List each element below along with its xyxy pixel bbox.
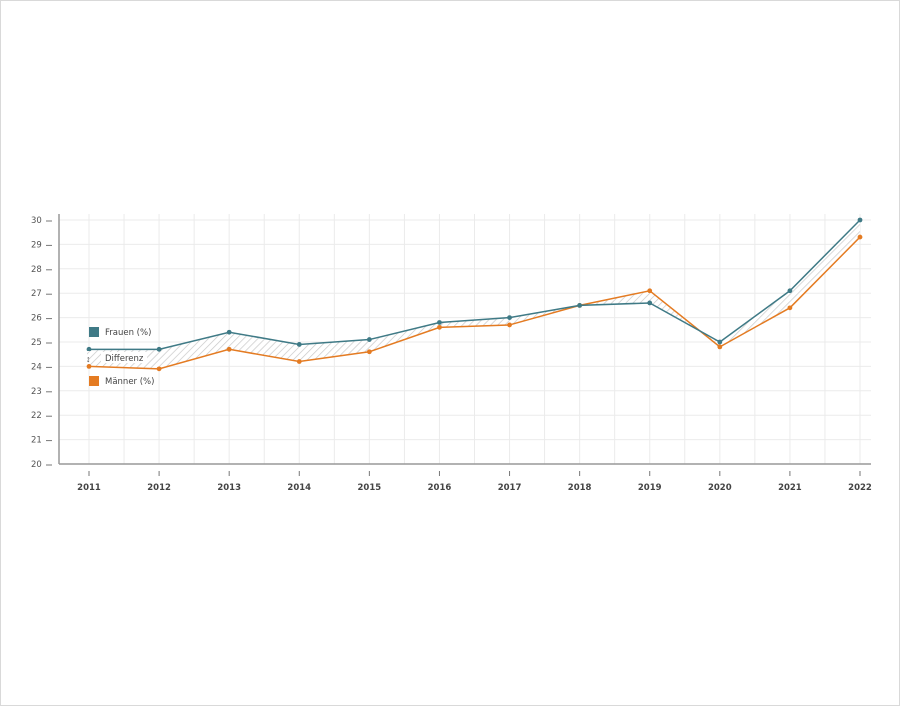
data-point[interactable] <box>296 342 302 347</box>
y-tick-label: 25 <box>31 338 42 348</box>
x-tick-label: 2018 <box>568 483 592 493</box>
x-tick-label: 2011 <box>77 483 101 493</box>
legend-label-differenz: Differenz <box>105 354 144 364</box>
data-point[interactable] <box>717 339 723 345</box>
legend-swatch-frauen <box>89 327 99 337</box>
data-point[interactable] <box>226 346 232 352</box>
y-tick-label: 26 <box>31 314 42 324</box>
data-point[interactable] <box>86 346 92 352</box>
legend-label-bg <box>101 352 147 363</box>
y-tick-label: 30 <box>31 216 42 226</box>
data-point[interactable] <box>366 349 372 355</box>
y-tick-label: 21 <box>31 436 42 446</box>
data-point[interactable] <box>787 305 793 311</box>
legend-swatch-maenner <box>89 376 99 386</box>
data-point[interactable] <box>717 344 723 350</box>
x-tick-label: 2017 <box>498 483 522 493</box>
y-tick-label: 20 <box>31 460 42 470</box>
grid-lines <box>59 214 871 465</box>
x-axis: 2011 2012 2013 2014 2015 2016 2017 2018 2019 2020… <box>59 463 872 493</box>
data-point[interactable] <box>86 364 92 369</box>
data-point[interactable] <box>647 300 653 306</box>
data-point[interactable] <box>156 346 162 352</box>
data-point[interactable] <box>647 288 653 294</box>
y-tick-label: 24 <box>31 362 42 372</box>
x-tick-label: 2015 <box>358 483 382 493</box>
legend-label-maenner: Männer (%) <box>105 377 154 387</box>
data-point[interactable] <box>437 324 442 330</box>
y-tick-label: 29 <box>31 240 42 250</box>
data-point[interactable] <box>787 288 793 294</box>
data-point[interactable] <box>156 366 162 372</box>
line-frauen <box>89 219 861 351</box>
x-tick-label: 2020 <box>708 483 732 493</box>
difference-area <box>89 220 860 369</box>
data-point[interactable] <box>577 303 583 308</box>
series-lines <box>86 217 863 372</box>
x-tick-label: 2014 <box>287 483 311 493</box>
data-point[interactable] <box>437 320 442 325</box>
legend: Frauen (%) ↕ Differenz Männer (%) <box>86 327 154 387</box>
data-point[interactable] <box>507 322 512 328</box>
data-point[interactable] <box>507 315 512 320</box>
data-point[interactable] <box>857 217 863 223</box>
y-tick-label: 22 <box>31 411 42 421</box>
y-tick-label: 27 <box>31 289 42 299</box>
x-tick-label: 2019 <box>638 483 662 493</box>
x-tick-label: 2013 <box>217 483 241 493</box>
y-axis: 20 21 22 23 24 25 26 27 28 29 30 <box>31 214 60 470</box>
y-tick-label: 23 <box>31 387 42 397</box>
x-tick-label: 2012 <box>147 483 171 493</box>
differenz-arrow-icon: ↕ <box>86 354 91 364</box>
legend-label-frauen: Frauen (%) <box>105 328 151 338</box>
data-point[interactable] <box>296 359 302 364</box>
line-maenner <box>88 236 861 370</box>
y-tick-label: 28 <box>31 265 42 275</box>
x-tick-label: 2016 <box>428 483 452 493</box>
data-point[interactable] <box>857 234 863 240</box>
data-point[interactable] <box>366 337 372 342</box>
data-point[interactable] <box>226 329 232 335</box>
x-tick-label: 2022 <box>848 483 872 493</box>
x-tick-label: 2021 <box>778 483 802 493</box>
